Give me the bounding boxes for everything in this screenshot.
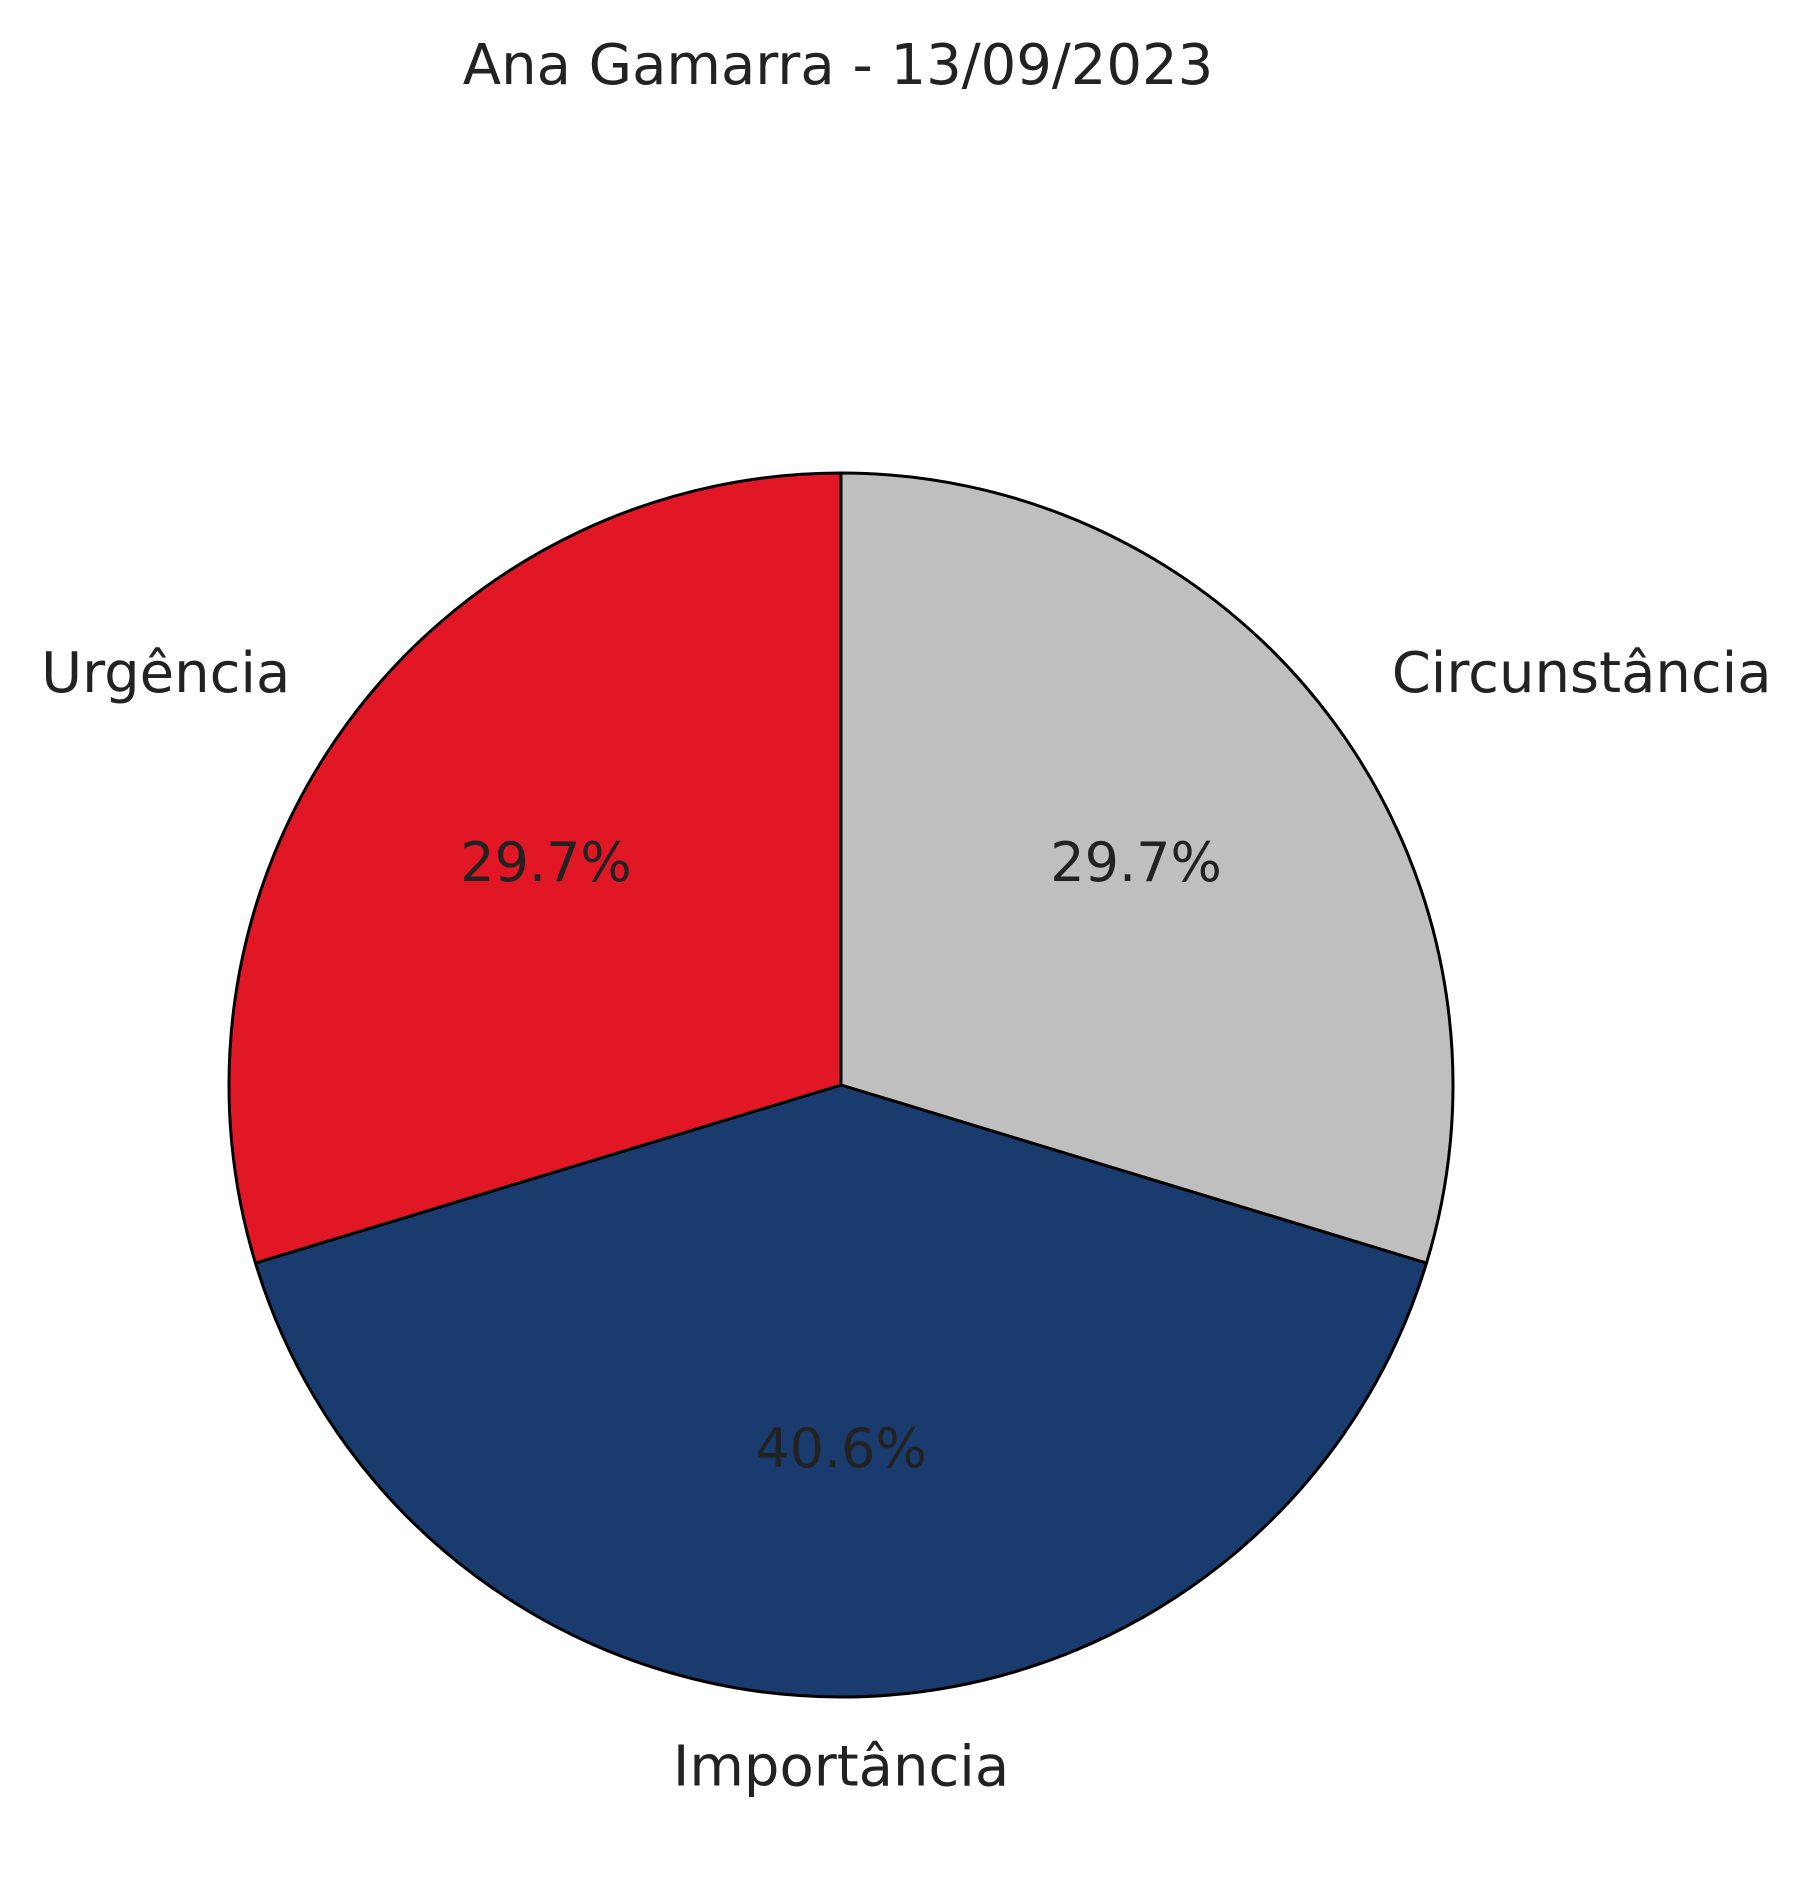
- pie-percent-label-urgencia: 29.7%: [460, 831, 632, 894]
- pie-percent-label-importancia: 40.6%: [755, 1417, 927, 1480]
- pie-slice-urgencia: [227, 471, 843, 1265]
- pie-percent-label-circunstancia: 29.7%: [1050, 831, 1222, 894]
- pie-slices: [227, 471, 1455, 1699]
- chart-title: Ana Gamarra - 13/09/2023: [463, 33, 1213, 98]
- pie-slice-circunstancia: [839, 471, 1455, 1265]
- pie-category-label-circunstancia: Circunstância: [1392, 641, 1772, 706]
- pie-category-label-importancia: Importância: [673, 1735, 1009, 1800]
- pie-slice-importancia: [253, 1083, 1429, 1699]
- pie-labels: 29.7% Circunstância 40.6% Importância 29.7% U…: [41, 641, 1771, 1800]
- pie-category-label-urgencia: Urgência: [41, 641, 290, 706]
